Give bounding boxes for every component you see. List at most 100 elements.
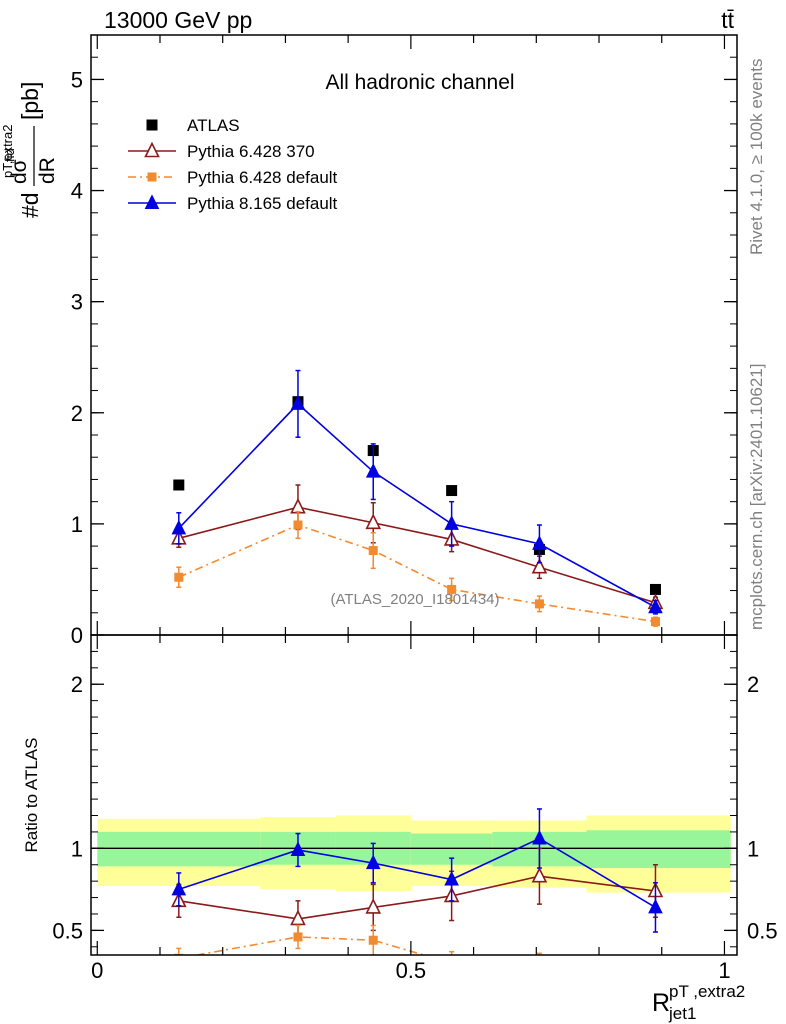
ratio-series-0-point — [531, 866, 548, 883]
ratio-series-2-point — [444, 870, 459, 886]
rivet-label: Rivet 4.1.0, ≥ 100k events — [747, 59, 766, 255]
main-series-2-point — [447, 584, 457, 594]
ratio-series-1-line — [192, 936, 427, 955]
xlabel-sub: jet1 — [668, 1004, 696, 1023]
ratio-xtick-label: 0 — [91, 958, 103, 983]
main-series-0-point — [649, 583, 661, 595]
main-series-1-point — [290, 497, 306, 514]
main-ytick-label: 2 — [71, 401, 83, 426]
main-series-0-point — [173, 479, 185, 491]
main-series-1-point — [365, 513, 382, 530]
ratio-series-1-point — [293, 932, 303, 942]
ratio-series-2-point — [532, 829, 547, 845]
ylabel-prefix: #d — [17, 192, 43, 218]
main-ytick-label: 4 — [71, 179, 83, 204]
legend-entry-0-marker — [146, 119, 158, 131]
ratio-series-1-point — [535, 960, 544, 969]
ratio-series-1-point — [447, 959, 456, 968]
main-series-layer — [171, 369, 664, 627]
main-series-3-point — [648, 598, 663, 614]
legend: ATLAS Pythia 6.428 370 Pythia 6.428 defaul… — [128, 116, 338, 213]
ratio-ytick-label-right: 2 — [747, 672, 759, 697]
main-series-1 — [171, 484, 664, 610]
legend-entry-0-label: ATLAS — [187, 116, 240, 135]
ratio-band-layer — [91, 815, 737, 893]
mcplots-label: mcplots.cern.ch [arXiv:2401.10621] — [747, 364, 766, 630]
legend-entry-2: Pythia 6.428 default — [128, 168, 338, 187]
main-series-3 — [171, 369, 663, 615]
main-series-2-point — [534, 599, 544, 609]
legend-entry-3-label: Pythia 8.165 default — [187, 194, 338, 213]
ratio-series-layer — [171, 808, 664, 984]
ratio-ytick-label-right: 1 — [747, 836, 759, 861]
legend-entry-1-label: Pythia 6.428 370 — [187, 142, 315, 161]
ratio-ytick-label-right: 0.5 — [747, 918, 778, 943]
main-series-3-line — [178, 402, 656, 608]
ratio-frame — [90, 634, 738, 956]
main-series-3-point — [444, 515, 459, 530]
ylabel-numerator: dσ — [8, 159, 31, 184]
ratio-ytick-label: 2 — [71, 672, 83, 697]
ratio-series-1-point — [368, 935, 378, 945]
main-series-0 — [173, 396, 661, 595]
ratio-series-2 — [171, 808, 663, 933]
legend-entry-2-marker — [147, 172, 157, 182]
energy-label: 13000 GeV pp — [104, 7, 252, 33]
legend-entry-1-marker — [144, 141, 160, 158]
main-ticks: 0 1 2 3 4 5 — [71, 34, 737, 648]
legend-entry-3-marker — [144, 194, 160, 209]
main-ytick-label: 1 — [71, 512, 83, 537]
main-panel: 0 1 2 3 4 5 All hadronic channel (ATLAS_2020_… — [71, 34, 738, 648]
ratio-ticks: 0.5 0.5 1 1 2 2 0 0.5 1 — [52, 634, 778, 983]
main-series-2 — [174, 510, 660, 627]
legend-entry-3: Pythia 8.165 default — [128, 194, 338, 213]
main-ylabel: #d dσ fid dR pT,extra2 jet1 [pb] — [0, 82, 59, 218]
main-series-3-point — [532, 535, 547, 550]
xlabel: R pT ,extra2 jet1 — [652, 982, 745, 1023]
main-ytick-label: 5 — [71, 67, 83, 92]
main-series-2-point — [293, 520, 303, 530]
ratio-series-0-point — [365, 898, 382, 914]
xlabel-sup: pT ,extra2 — [669, 982, 745, 1001]
ratio-xtick-label: 0.5 — [396, 958, 427, 983]
main-title: All hadronic channel — [325, 71, 514, 94]
main-series-1-line — [178, 506, 656, 604]
main-series-2-line — [178, 524, 656, 623]
ylabel-numerator-sup: fid — [2, 148, 17, 162]
main-series-3-point — [290, 395, 306, 410]
ylabel-denominator: dR — [36, 157, 59, 184]
ratio-series-2-point — [365, 854, 381, 870]
main-ytick-label: 0 — [71, 623, 83, 648]
ratio-panel: 0.5 0.5 1 1 2 2 0 0.5 1 — [52, 634, 778, 984]
ratio-ylabel: Ratio to ATLAS — [22, 738, 41, 853]
ratio-series-2-line — [178, 837, 656, 909]
main-series-2-point — [174, 572, 184, 582]
main-series-2-point — [650, 617, 660, 627]
ratio-series-0-point — [290, 909, 306, 926]
main-series-1-point — [531, 557, 548, 574]
ratio-ytick-label: 1 — [71, 836, 83, 861]
main-series-0-point — [446, 485, 458, 497]
main-series-3-point — [171, 519, 187, 535]
legend-entry-2-label: Pythia 6.428 default — [187, 168, 338, 187]
ratio-series-2-point — [171, 880, 187, 896]
ratio-band-green-0 — [97, 831, 261, 867]
legend-entry-1: Pythia 6.428 370 — [128, 141, 315, 161]
ratio-series-1-point — [651, 975, 660, 984]
ratio-series-2-point — [290, 841, 306, 856]
ratio-xtick-label: 1 — [718, 958, 730, 983]
ratio-band-green-5 — [586, 830, 731, 869]
main-ytick-label: 3 — [71, 290, 83, 315]
main-series-2-point — [368, 546, 378, 556]
legend-entry-0: ATLAS — [146, 116, 240, 135]
xlabel-main: R — [652, 989, 670, 1017]
analysis-label: (ATLAS_2020_I1801434) — [330, 591, 499, 608]
ylabel-denominator-sub: pT,extra2 — [0, 125, 15, 178]
ylabel-unit: [pb] — [17, 82, 43, 120]
process-label: tt̄ — [721, 7, 734, 33]
ratio-ytick-label: 0.5 — [52, 918, 83, 943]
main-series-3-point — [365, 463, 381, 478]
ratio-series-0-line — [178, 875, 656, 920]
ratio-series-2-point — [648, 898, 663, 914]
